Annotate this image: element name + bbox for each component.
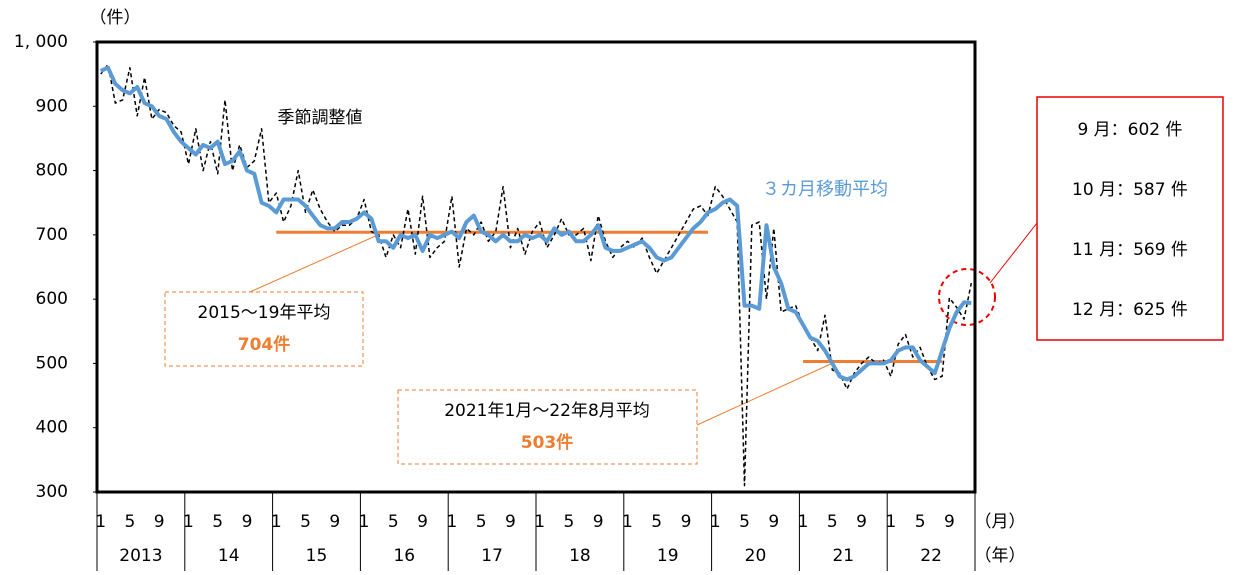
callout-text: 11 月：569 件 xyxy=(1072,240,1188,260)
x-tick-label: 9 xyxy=(154,512,165,532)
annotation: 2021年1月～22年8月平均 xyxy=(444,401,650,421)
x-tick-label: 1 xyxy=(622,512,633,532)
annotation: 2015～19年平均 xyxy=(198,303,331,323)
x-tick-label: 5 xyxy=(651,512,662,532)
x-tick-label: 5 xyxy=(739,512,750,532)
x-tick-label: 1 xyxy=(446,512,457,532)
y-tick-label: 500 xyxy=(36,353,68,373)
x-tick-label: 5 xyxy=(212,512,223,532)
callout-circle xyxy=(938,268,996,326)
year-label: 16 xyxy=(393,546,415,566)
leader-line xyxy=(696,361,836,426)
x-tick-label: 9 xyxy=(768,512,779,532)
plot-border xyxy=(95,40,977,494)
x-tick-label: 9 xyxy=(944,512,955,532)
leader-line xyxy=(249,233,381,293)
x-tick-label: 1 xyxy=(271,512,282,532)
y-tick-label: 300 xyxy=(36,482,68,502)
x-tick-label: 5 xyxy=(476,512,487,532)
x-tick-label: 1 xyxy=(798,512,809,532)
y-tick-label: 900 xyxy=(36,96,68,116)
x-tick-label: 9 xyxy=(505,512,516,532)
y-tick-label: 1, 000 xyxy=(14,32,68,52)
annotation-box xyxy=(397,389,698,465)
x-tick-label: 1 xyxy=(95,512,106,532)
x-tick-label: 9 xyxy=(593,512,604,532)
x-tick-label: 5 xyxy=(125,512,136,532)
annotation-box xyxy=(164,291,364,367)
x-tick-label: 9 xyxy=(681,512,692,532)
x-tick-label: 5 xyxy=(827,512,838,532)
year-label: 15 xyxy=(306,546,328,566)
year-label: 20 xyxy=(745,546,767,566)
callout-box xyxy=(1036,96,1224,341)
x-tick-label: 1 xyxy=(534,512,545,532)
callout-text: 12 月：625 件 xyxy=(1072,300,1188,320)
year-unit: （年） xyxy=(975,546,1026,566)
series-label: ３カ月移動平均 xyxy=(762,179,888,200)
y-tick-label: 800 xyxy=(36,161,68,181)
y-tick-label: 400 xyxy=(36,418,68,438)
x-unit: （月） xyxy=(975,512,1026,532)
x-tick-label: 5 xyxy=(915,512,926,532)
series-line xyxy=(99,65,972,382)
callout-text: 9 月：602 件 xyxy=(1077,120,1182,140)
y-unit: （件） xyxy=(90,8,141,28)
annotation: 503件 xyxy=(521,432,574,453)
year-label: 14 xyxy=(218,546,240,566)
year-label: 21 xyxy=(832,546,854,566)
x-tick-label: 1 xyxy=(359,512,370,532)
year-label: 2013 xyxy=(119,546,162,566)
x-tick-label: 9 xyxy=(417,512,428,532)
x-tick-label: 1 xyxy=(183,512,194,532)
callout-text: 10 月：587 件 xyxy=(1072,180,1188,200)
x-tick-label: 9 xyxy=(856,512,867,532)
y-tick-label: 700 xyxy=(36,225,68,245)
annotation: 704件 xyxy=(238,334,291,355)
x-tick-label: 1 xyxy=(885,512,896,532)
year-label: 18 xyxy=(569,546,591,566)
year-label: 22 xyxy=(920,546,942,566)
x-tick-label: 9 xyxy=(242,512,253,532)
year-label: 17 xyxy=(481,546,503,566)
series-label: 季節調整値 xyxy=(278,108,363,128)
year-label: 19 xyxy=(657,546,679,566)
x-tick-label: 5 xyxy=(564,512,575,532)
x-tick-label: 5 xyxy=(388,512,399,532)
x-tick-label: 1 xyxy=(710,512,721,532)
y-tick-label: 600 xyxy=(36,289,68,309)
leader-line xyxy=(989,222,1038,284)
x-tick-label: 9 xyxy=(329,512,340,532)
x-tick-label: 5 xyxy=(300,512,311,532)
